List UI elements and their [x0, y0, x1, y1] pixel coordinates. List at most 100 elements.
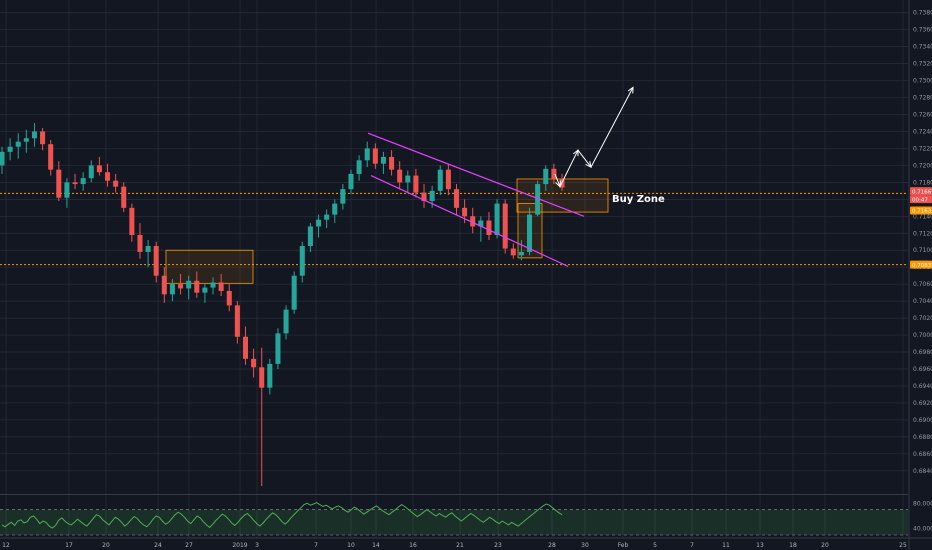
candle-body[interactable] — [186, 280, 192, 289]
candle-body[interactable] — [389, 156, 395, 170]
candle[interactable] — [389, 150, 395, 176]
candle[interactable] — [372, 143, 378, 169]
candle-body[interactable] — [324, 214, 330, 220]
candle[interactable] — [251, 348, 257, 378]
candle[interactable] — [194, 271, 200, 298]
candle[interactable] — [453, 184, 460, 215]
candle[interactable] — [275, 328, 281, 369]
candle[interactable] — [421, 184, 427, 208]
candle[interactable] — [218, 273, 224, 297]
candle[interactable] — [340, 184, 346, 210]
candle-body[interactable] — [510, 248, 516, 256]
candle-body[interactable] — [251, 358, 257, 368]
candle-body[interactable] — [7, 146, 13, 152]
candle-body[interactable] — [518, 251, 524, 256]
candle-body[interactable] — [96, 165, 102, 173]
candle[interactable] — [121, 182, 127, 213]
candle-body[interactable] — [23, 138, 29, 142]
candle[interactable] — [380, 151, 386, 174]
candle-body[interactable] — [348, 173, 354, 190]
candle[interactable] — [397, 161, 403, 190]
candle[interactable] — [56, 161, 62, 202]
candle-body[interactable] — [259, 367, 265, 388]
candle[interactable] — [129, 203, 135, 242]
candle-body[interactable] — [234, 305, 240, 337]
candle[interactable] — [259, 347, 265, 487]
candle-body[interactable] — [153, 246, 159, 276]
candle-body[interactable] — [364, 148, 370, 161]
candle-body[interactable] — [0, 151, 5, 166]
candle[interactable] — [242, 326, 248, 365]
candle-body[interactable] — [283, 309, 289, 334]
candle-body[interactable] — [291, 275, 297, 310]
candle[interactable] — [7, 138, 13, 161]
candle[interactable] — [48, 139, 54, 176]
candle-body[interactable] — [80, 178, 86, 185]
candle-body[interactable] — [137, 234, 143, 252]
candle[interactable] — [478, 216, 484, 242]
candle-body[interactable] — [40, 131, 46, 145]
candle[interactable] — [40, 128, 46, 151]
candle-body[interactable] — [543, 168, 549, 185]
candle-body[interactable] — [161, 275, 167, 295]
candle[interactable] — [291, 271, 297, 314]
candle-body[interactable] — [405, 175, 411, 183]
candle[interactable] — [234, 301, 240, 344]
candle[interactable] — [405, 170, 411, 193]
candle[interactable] — [437, 165, 443, 196]
candle[interactable] — [486, 212, 492, 241]
candle[interactable] — [96, 156, 102, 176]
candle-body[interactable] — [218, 282, 224, 291]
candle-body[interactable] — [494, 203, 500, 235]
candle-body[interactable] — [31, 131, 37, 139]
candle-body[interactable] — [194, 280, 200, 293]
candle-body[interactable] — [397, 169, 403, 183]
candle[interactable] — [348, 169, 354, 195]
candle[interactable] — [445, 163, 451, 196]
candle-body[interactable] — [413, 175, 419, 193]
candle-body[interactable] — [445, 169, 451, 190]
candle-body[interactable] — [502, 203, 508, 249]
candle[interactable] — [23, 129, 29, 153]
candle-body[interactable] — [129, 207, 135, 235]
candle-body[interactable] — [72, 182, 78, 185]
candle-body[interactable] — [470, 216, 476, 227]
candle[interactable] — [186, 275, 192, 300]
candle-body[interactable] — [15, 141, 21, 147]
candle[interactable] — [510, 243, 516, 259]
candle-body[interactable] — [169, 284, 175, 295]
candle-body[interactable] — [113, 180, 119, 187]
candle-body[interactable] — [429, 190, 435, 202]
candle-body[interactable] — [299, 246, 305, 276]
candle[interactable] — [202, 284, 208, 303]
candle-body[interactable] — [104, 172, 111, 181]
candle-body[interactable] — [421, 192, 427, 202]
candle[interactable] — [64, 178, 70, 208]
candle[interactable] — [527, 207, 533, 256]
candle-body[interactable] — [48, 144, 54, 170]
candle[interactable] — [267, 358, 273, 395]
candle[interactable] — [364, 141, 370, 168]
candle[interactable] — [88, 160, 94, 183]
candle-body[interactable] — [332, 203, 338, 215]
candles[interactable] — [0, 123, 565, 487]
candle[interactable] — [494, 199, 500, 239]
candle-body[interactable] — [316, 219, 322, 227]
candle-body[interactable] — [56, 169, 62, 198]
candle[interactable] — [502, 199, 508, 254]
candle[interactable] — [332, 199, 338, 224]
candle[interactable] — [80, 172, 86, 191]
candle-body[interactable] — [64, 182, 70, 198]
candle-body[interactable] — [121, 186, 127, 208]
candle-body[interactable] — [267, 363, 273, 388]
candle-body[interactable] — [88, 165, 94, 179]
candle[interactable] — [31, 123, 37, 147]
candle[interactable] — [283, 305, 289, 340]
candle-body[interactable] — [478, 220, 484, 227]
candle[interactable] — [137, 223, 143, 259]
candle-body[interactable] — [527, 214, 533, 252]
candle-body[interactable] — [202, 287, 208, 293]
candle-body[interactable] — [242, 336, 248, 359]
